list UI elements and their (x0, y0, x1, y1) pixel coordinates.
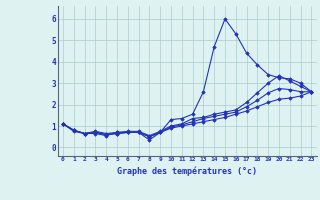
X-axis label: Graphe des températures (°c): Graphe des températures (°c) (117, 167, 257, 176)
